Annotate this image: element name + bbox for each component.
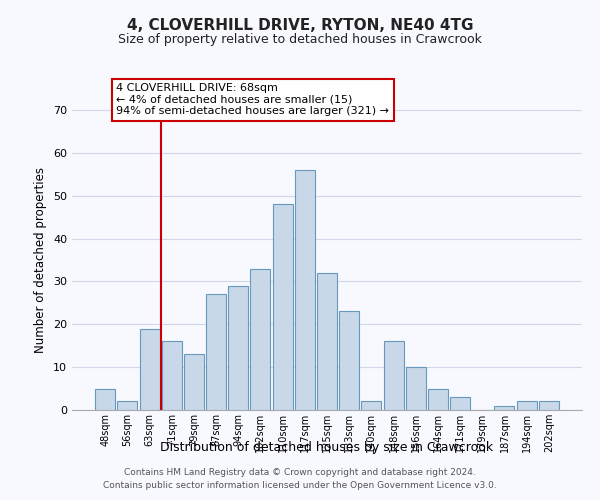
Text: Contains HM Land Registry data © Crown copyright and database right 2024.: Contains HM Land Registry data © Crown c… <box>124 468 476 477</box>
Bar <box>517 402 536 410</box>
Bar <box>184 354 204 410</box>
Bar <box>539 402 559 410</box>
Bar <box>339 312 359 410</box>
Text: Contains public sector information licensed under the Open Government Licence v3: Contains public sector information licen… <box>103 480 497 490</box>
Bar <box>250 268 271 410</box>
Text: Distribution of detached houses by size in Crawcrook: Distribution of detached houses by size … <box>160 441 494 454</box>
Bar <box>383 342 404 410</box>
Bar <box>95 388 115 410</box>
Bar <box>450 397 470 410</box>
Bar <box>118 402 137 410</box>
Bar <box>140 328 160 410</box>
Bar <box>206 294 226 410</box>
Text: 4, CLOVERHILL DRIVE, RYTON, NE40 4TG: 4, CLOVERHILL DRIVE, RYTON, NE40 4TG <box>127 18 473 32</box>
Bar <box>162 342 182 410</box>
Bar <box>361 402 382 410</box>
Bar <box>295 170 315 410</box>
Bar <box>317 273 337 410</box>
Bar <box>228 286 248 410</box>
Y-axis label: Number of detached properties: Number of detached properties <box>34 167 47 353</box>
Bar <box>428 388 448 410</box>
Text: 4 CLOVERHILL DRIVE: 68sqm
← 4% of detached houses are smaller (15)
94% of semi-d: 4 CLOVERHILL DRIVE: 68sqm ← 4% of detach… <box>116 83 389 116</box>
Text: Size of property relative to detached houses in Crawcrook: Size of property relative to detached ho… <box>118 32 482 46</box>
Bar <box>272 204 293 410</box>
Bar <box>494 406 514 410</box>
Bar <box>406 367 426 410</box>
